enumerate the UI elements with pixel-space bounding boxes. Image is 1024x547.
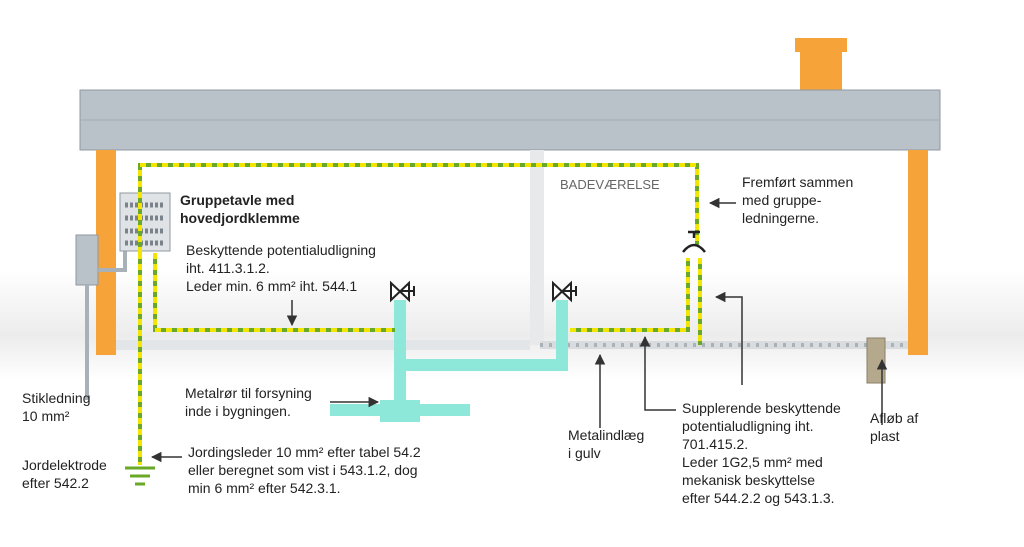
shower-tap bbox=[682, 230, 706, 253]
label: potentialudligning iht. bbox=[682, 418, 814, 434]
panel-breakers bbox=[125, 202, 165, 246]
label: Supplerende beskyttende bbox=[682, 400, 841, 416]
label: efter 544.2.2 og 543.1.3. bbox=[682, 490, 835, 506]
arrow bbox=[639, 335, 676, 411]
label: Gruppetavle med bbox=[180, 192, 294, 208]
label: i gulv bbox=[568, 445, 601, 461]
valve-right bbox=[552, 280, 577, 303]
room-label: BADEVÆRELSE bbox=[560, 177, 660, 192]
label: ledningerne. bbox=[742, 210, 819, 226]
label: mekanisk beskyttelse bbox=[682, 472, 815, 488]
label: Metalrør til forsyning bbox=[185, 385, 312, 401]
service-box bbox=[75, 234, 99, 286]
chimney bbox=[800, 50, 842, 92]
label: eller beregnet som vist i 543.1.2, dog bbox=[188, 462, 418, 478]
water-pipe bbox=[394, 300, 568, 410]
label: hovedjordklemme bbox=[180, 210, 300, 226]
label: 701.415.2. bbox=[682, 436, 748, 452]
pipe-fitting bbox=[380, 400, 420, 422]
valve-left bbox=[390, 280, 415, 303]
label: Fremført sammen bbox=[742, 174, 853, 190]
label: Afløb af bbox=[870, 410, 918, 426]
label: Leder 1G2,5 mm² med bbox=[682, 454, 823, 470]
label: 10 mm² bbox=[22, 408, 70, 424]
service-cable bbox=[85, 250, 127, 400]
floor-insert bbox=[540, 341, 908, 349]
conductor bbox=[138, 163, 702, 465]
floor-slab bbox=[116, 340, 530, 350]
label: min 6 mm² efter 542.3.1. bbox=[188, 480, 341, 496]
label: Jordelektrode bbox=[22, 457, 107, 473]
label: med gruppe- bbox=[742, 192, 822, 208]
chimney-cap bbox=[795, 38, 847, 52]
label: plast bbox=[870, 428, 900, 444]
label: inde i bygningen. bbox=[185, 403, 291, 419]
label: Leder min. 6 mm² iht. 544.1 bbox=[186, 278, 357, 294]
arrow bbox=[714, 291, 743, 385]
bathroom-wall bbox=[530, 150, 544, 345]
label: Jordingsleder 10 mm² efter tabel 54.2 bbox=[188, 444, 421, 460]
earth-electrode bbox=[125, 466, 155, 486]
label: iht. 411.3.1.2. bbox=[186, 260, 270, 276]
label: Beskyttende potentialudligning bbox=[186, 242, 376, 258]
label: efter 542.2 bbox=[22, 475, 89, 491]
wall-left bbox=[96, 150, 116, 355]
label: Metalindlæg bbox=[568, 427, 644, 443]
wall-right bbox=[908, 150, 928, 355]
label: Stikledning bbox=[22, 390, 91, 406]
